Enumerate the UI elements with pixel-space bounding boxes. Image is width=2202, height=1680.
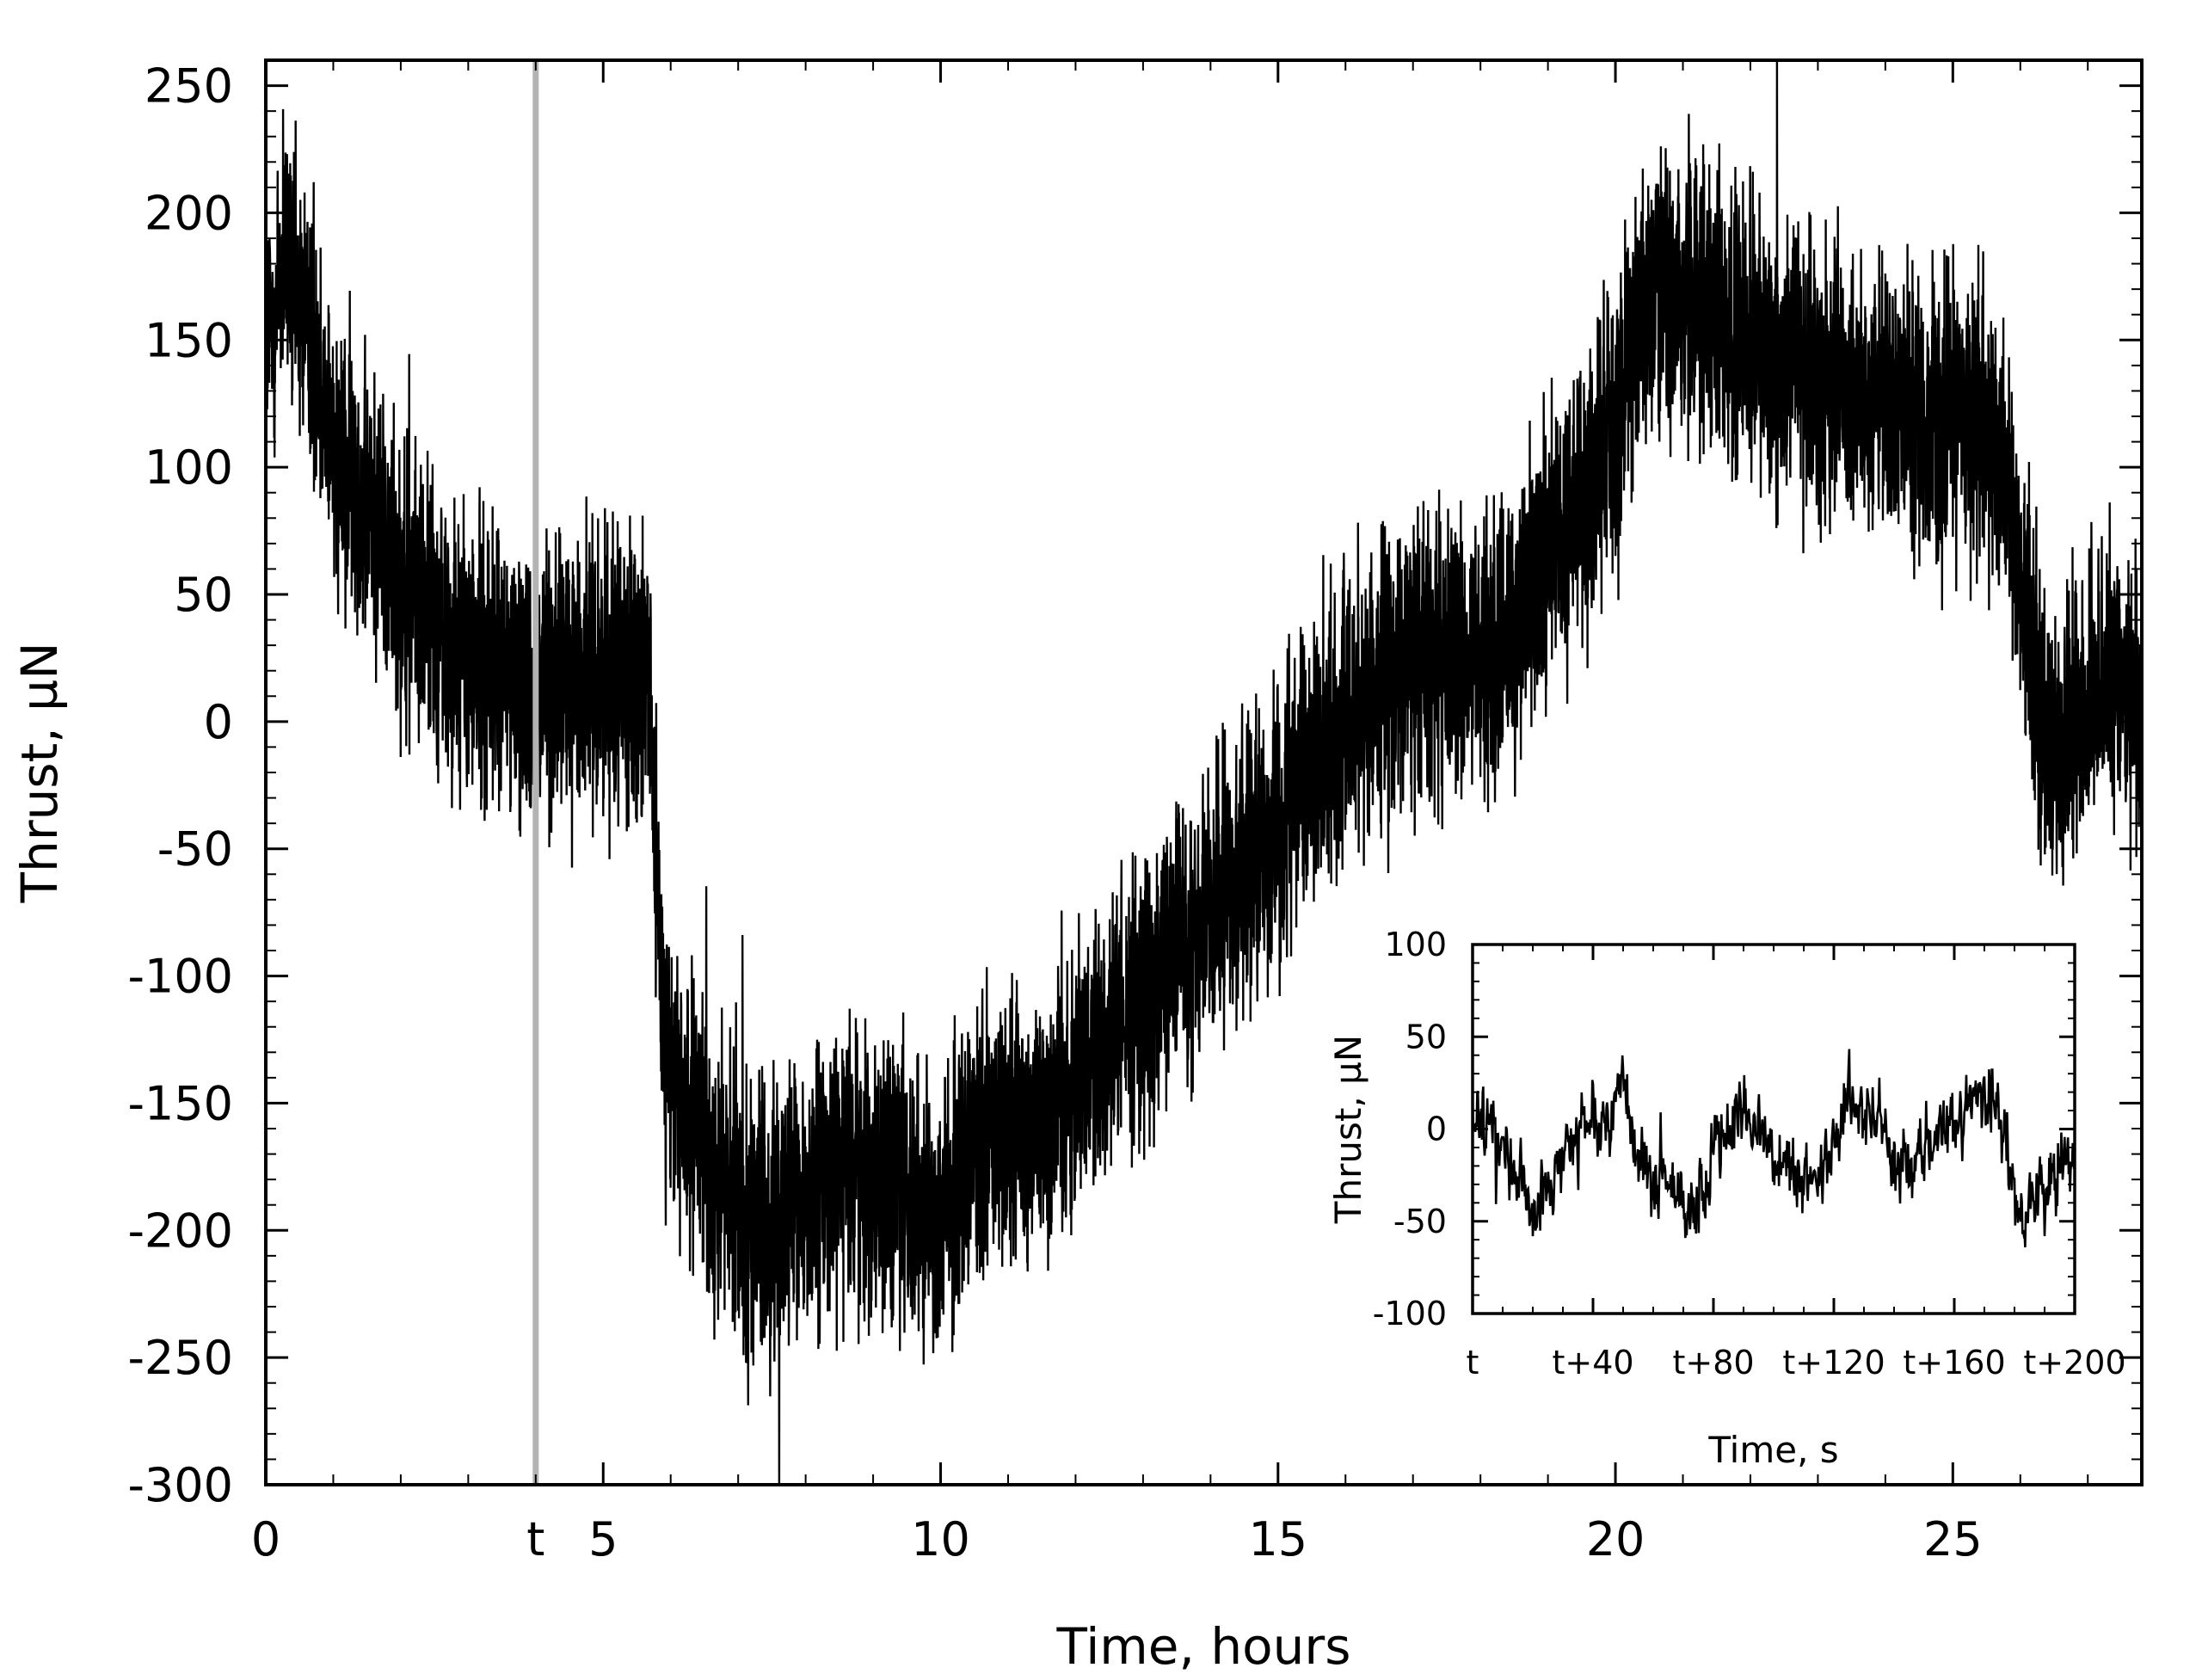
main-y-tick-label: -200: [127, 1203, 233, 1258]
inset-series-line: [1473, 1049, 2075, 1248]
main-y-tick-label: 250: [145, 59, 233, 114]
main-y-tick-label: 100: [145, 440, 233, 495]
inset-x-tick-label: t+40: [1552, 1344, 1633, 1382]
main-y-tick-label: 150: [145, 313, 233, 367]
inset-x-tick-label: t+80: [1672, 1344, 1754, 1382]
main-y-tick-label: -300: [127, 1458, 233, 1512]
main-x-axis-title: Time, hours: [1056, 1617, 1351, 1676]
main-x-tick-label: 15: [1248, 1512, 1307, 1566]
inset-x-axis-title: Time, s: [1707, 1429, 1838, 1471]
main-x-tick-label: 10: [911, 1512, 970, 1566]
inset-y-tick-label: 50: [1405, 1018, 1447, 1055]
main-x-tick-label: 20: [1586, 1512, 1645, 1566]
inset-y-tick-label: 100: [1384, 926, 1447, 963]
main-series-line: [266, 60, 2142, 1485]
main-y-tick-label: -150: [127, 1076, 233, 1130]
main-x-tick-label: 5: [588, 1512, 618, 1566]
inset-x-tick-label: t+200: [2023, 1344, 2125, 1382]
inset-x-tick-label: t: [1467, 1344, 1479, 1382]
main-x-tick-label: 0: [251, 1512, 280, 1566]
inset-y-tick-label: -50: [1393, 1203, 1447, 1240]
main-y-tick-label: 200: [145, 186, 233, 240]
main-y-tick-label: -50: [157, 822, 233, 877]
main-marker-label: t: [526, 1512, 544, 1566]
main-y-tick-label: 0: [204, 695, 233, 749]
main-plot: 0 5 10 15 20 25 250 200 150 100 50 0 -50 -100 -150 -200…: [10, 58, 2144, 1676]
inset-x-tick-label: t+120: [1782, 1344, 1885, 1382]
inset-x-tick-label: t+160: [1903, 1344, 2005, 1382]
main-y-tick-label: 50: [174, 568, 233, 622]
inset-plot: t t+40 t+80 t+120 t+160 t+200 100 50 0 -50 -100 Tim…: [1327, 926, 2126, 1471]
inset-background: [1473, 945, 2075, 1314]
inset-y-tick-label: -100: [1373, 1295, 1447, 1332]
main-y-tick-label: -250: [127, 1331, 233, 1385]
inset-y-tick-label: 0: [1426, 1111, 1447, 1148]
main-x-tick-label: 25: [1923, 1512, 1983, 1566]
main-y-tick-label: -100: [127, 950, 233, 1004]
inset-y-axis-title: Thrust, µN: [1327, 1035, 1369, 1224]
main-y-axis-title: Thrust, µN: [10, 643, 69, 904]
